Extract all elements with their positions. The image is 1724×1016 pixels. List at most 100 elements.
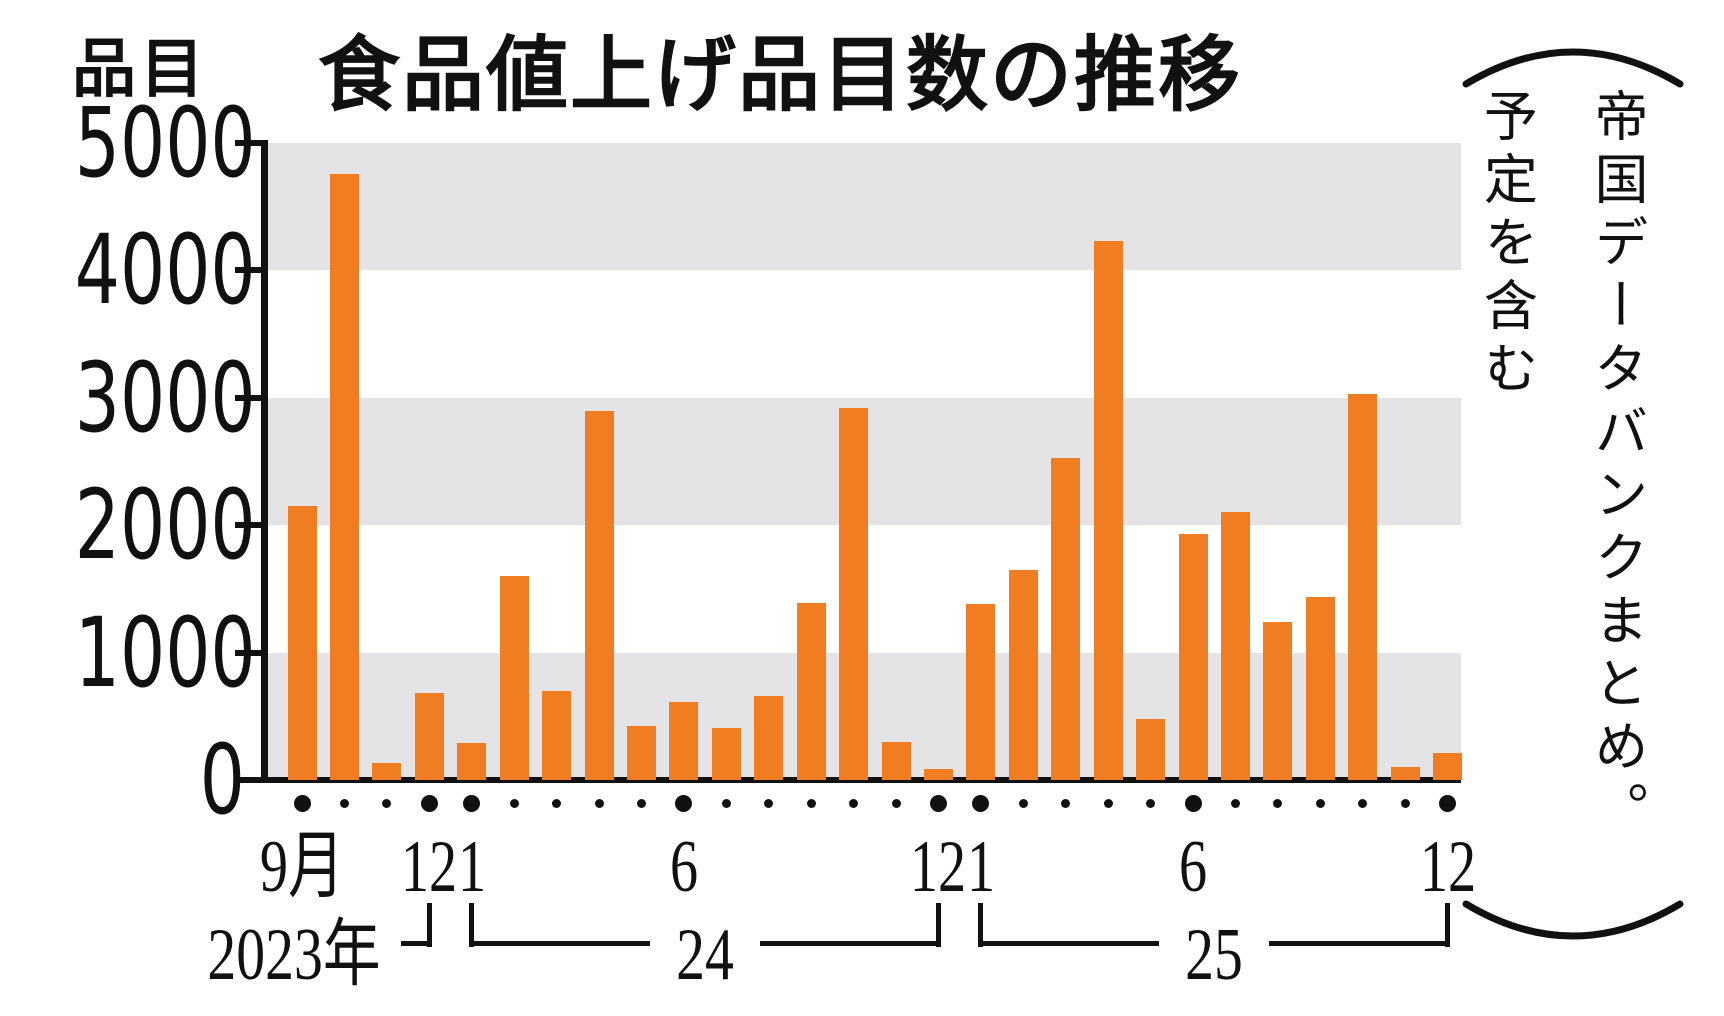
bar bbox=[457, 743, 487, 780]
bar bbox=[329, 173, 359, 780]
y-axis-line bbox=[261, 140, 268, 783]
year-bracket-line bbox=[1269, 941, 1446, 946]
x-axis-month-label: 1 bbox=[966, 826, 995, 908]
month-dot bbox=[594, 798, 604, 808]
month-dot bbox=[1018, 798, 1028, 808]
bar bbox=[669, 702, 699, 780]
bar bbox=[1390, 767, 1420, 780]
bar bbox=[1136, 718, 1166, 780]
grid-band bbox=[265, 143, 1461, 271]
bar bbox=[287, 506, 317, 780]
bar bbox=[626, 726, 656, 780]
bar bbox=[1263, 622, 1293, 780]
year-bracket-line bbox=[980, 941, 1160, 946]
bar bbox=[1348, 393, 1378, 780]
year-bracket-end bbox=[1445, 903, 1451, 947]
month-dot bbox=[1184, 794, 1202, 812]
bar bbox=[881, 741, 911, 780]
x-axis-month-label: 12 bbox=[401, 826, 458, 908]
year-bracket-line bbox=[471, 941, 651, 946]
bar bbox=[796, 602, 826, 780]
y-tick-label: 5000 bbox=[74, 87, 256, 199]
source-note-line2: 予定を含む bbox=[1475, 88, 1536, 403]
month-dot bbox=[849, 798, 859, 808]
month-dot bbox=[1103, 798, 1113, 808]
month-dot bbox=[721, 798, 731, 808]
year-bracket-end bbox=[935, 903, 941, 947]
y-tick-label: 2000 bbox=[74, 469, 256, 582]
month-dot bbox=[382, 798, 392, 808]
bar bbox=[372, 763, 402, 780]
year-label: 25 bbox=[1185, 914, 1244, 996]
month-dot bbox=[420, 794, 438, 812]
month-dot bbox=[1400, 798, 1410, 808]
bar bbox=[1008, 569, 1038, 780]
month-dot bbox=[636, 798, 646, 808]
y-axis-unit-label: 品目 bbox=[72, 33, 208, 105]
y-tick bbox=[235, 140, 261, 146]
year-bracket-line bbox=[401, 941, 430, 946]
y-tick-label: 4000 bbox=[74, 214, 256, 327]
x-axis-month-label: 6 bbox=[1178, 826, 1208, 908]
bar bbox=[1433, 753, 1463, 780]
x-axis-month-label: 6 bbox=[669, 826, 698, 908]
paren-top-icon bbox=[1462, 48, 1684, 88]
x-axis-month-label: 12 bbox=[910, 826, 967, 908]
year-bracket-start bbox=[469, 903, 475, 947]
bar bbox=[1305, 596, 1335, 780]
year-bracket-line bbox=[760, 941, 936, 946]
bar bbox=[1220, 512, 1250, 780]
paren-bottom-icon bbox=[1462, 900, 1684, 940]
bar bbox=[966, 604, 996, 780]
bar bbox=[711, 727, 741, 780]
y-tick-label: 0 bbox=[199, 724, 245, 836]
month-dot bbox=[293, 794, 311, 812]
chart-title: 食品値上げ品目数の推移 bbox=[317, 30, 1242, 121]
month-dot bbox=[891, 798, 901, 808]
y-tick bbox=[235, 267, 261, 274]
month-dot bbox=[509, 798, 519, 808]
bar bbox=[1093, 241, 1123, 780]
source-note: 帝国データバンクまとめ。 予定を含む bbox=[1435, 88, 1671, 918]
bar bbox=[584, 410, 614, 780]
month-dot bbox=[463, 794, 481, 812]
month-dot bbox=[1315, 798, 1325, 808]
bar bbox=[542, 690, 572, 780]
bar bbox=[499, 576, 529, 780]
month-dot bbox=[764, 798, 774, 808]
bar bbox=[1178, 534, 1208, 780]
month-dot bbox=[1230, 798, 1240, 808]
source-note-line1: 帝国データバンクまとめ。 bbox=[1586, 88, 1646, 844]
month-dot bbox=[552, 798, 562, 808]
year-label: 24 bbox=[676, 914, 734, 996]
month-dot bbox=[1439, 794, 1457, 812]
y-tick bbox=[235, 649, 261, 656]
x-axis-month-label: 9月 bbox=[259, 826, 345, 908]
month-dot bbox=[675, 794, 693, 812]
y-tick bbox=[235, 394, 261, 401]
year-bracket-start bbox=[978, 903, 984, 947]
y-tick-label: 3000 bbox=[74, 341, 256, 454]
bar bbox=[414, 693, 444, 780]
year-label: 2023年 bbox=[207, 914, 381, 996]
x-axis-month-label: 1 bbox=[457, 826, 486, 908]
bar bbox=[754, 695, 784, 780]
month-dot bbox=[1358, 798, 1368, 808]
y-tick bbox=[235, 522, 261, 529]
y-tick bbox=[235, 777, 261, 783]
y-tick-label: 1000 bbox=[74, 596, 256, 709]
bar bbox=[1051, 457, 1081, 780]
x-axis-month-label: 12 bbox=[1419, 826, 1476, 908]
x-axis-line bbox=[261, 777, 1461, 783]
month-dot bbox=[972, 794, 990, 812]
month-dot bbox=[1273, 798, 1283, 808]
month-dot bbox=[1146, 798, 1156, 808]
bar bbox=[839, 407, 869, 780]
month-dot bbox=[806, 798, 816, 808]
month-dot bbox=[1061, 798, 1071, 808]
month-dot bbox=[339, 798, 349, 808]
bar bbox=[923, 768, 953, 780]
year-bracket-end bbox=[426, 903, 432, 947]
month-dot bbox=[929, 794, 947, 812]
